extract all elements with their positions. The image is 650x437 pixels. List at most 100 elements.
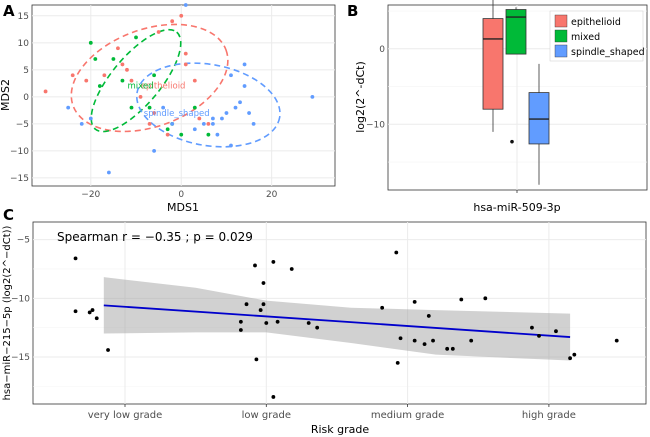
risk-point <box>253 263 257 268</box>
spearman-annotation: Spearman r = −0.35 ; p = 0.029 <box>57 230 253 244</box>
boxplot-panel: −10 0 epithelioid mixed spindle_shaped hs… <box>354 0 648 214</box>
mds-point-spindle_shaped <box>106 170 111 175</box>
mds-x-tick-label: −20 <box>81 190 100 200</box>
mds-group-label-epithelioid: epithelioid <box>141 82 186 92</box>
mds-group-label-spindle: spindle_shaped <box>144 109 210 119</box>
mds-point-spindle_shaped <box>242 62 247 67</box>
mds-point-spindle_shaped <box>215 132 220 137</box>
mds-point-mixed <box>192 105 197 110</box>
boxplot-y-axis-title: log2(2^-dCt) <box>354 61 367 133</box>
mds-point-spindle_shaped <box>233 105 238 110</box>
risk-point <box>537 333 541 338</box>
mds-point-mixed <box>147 105 152 110</box>
risk-point <box>261 302 266 307</box>
risk-point <box>554 329 558 334</box>
mds-point-epithelioid <box>125 67 129 72</box>
mds-point-mixed <box>134 35 138 40</box>
mds-ellipse-spindle_shaped <box>135 62 281 148</box>
mds-point-epithelioid <box>156 30 161 34</box>
risk-point <box>395 361 400 365</box>
mds-point-epithelioid <box>183 51 188 56</box>
risk-point <box>254 357 259 362</box>
risk-point <box>261 281 266 285</box>
mds-x-tick-label: 20 <box>266 190 278 200</box>
risk-point <box>275 319 280 324</box>
risk-point <box>73 309 78 314</box>
mds-point-mixed <box>97 84 102 88</box>
boxplot-y-tick-label: −10 <box>366 120 385 130</box>
box-epithelioid <box>482 18 504 110</box>
mds-y-tick-label: 5 <box>23 66 29 76</box>
mds-point-epithelioid <box>129 78 134 83</box>
risk-y-axis-title: hsa−miR−215−5p (log2(2^−dCt)) <box>2 225 13 400</box>
mds-ellipse-mixed <box>90 28 182 133</box>
mds-point-spindle_shaped <box>310 94 315 99</box>
risk-point <box>412 338 417 343</box>
legend-label-spindle: spindle_shaped <box>571 47 645 58</box>
mds-point-epithelioid <box>43 89 48 94</box>
box-spindle_shaped <box>528 92 550 145</box>
mds-point-spindle_shaped <box>66 105 71 110</box>
risk-point <box>469 338 474 343</box>
legend-label-epithelioid: epithelioid <box>571 17 621 28</box>
risk-point <box>315 325 320 330</box>
mds-point-epithelioid <box>197 116 202 121</box>
risk-point <box>264 321 269 325</box>
mds-point-spindle_shaped <box>152 148 157 153</box>
mds-x-tick-label: 0 <box>178 190 184 200</box>
risk-point <box>87 310 92 315</box>
mds-point-spindle_shaped <box>251 121 256 126</box>
risk-point <box>271 395 276 399</box>
risk-point <box>306 321 311 325</box>
mds-point-epithelioid <box>170 19 175 24</box>
boxplot-legend: epithelioid mixed spindle_shaped <box>549 10 645 62</box>
panel-label-c: C <box>3 206 14 224</box>
risk-point <box>412 299 417 304</box>
risk-fit-line <box>103 304 571 338</box>
risk-y-tick-label: −10 <box>11 294 30 304</box>
mds-point-epithelioid <box>70 73 75 78</box>
legend-swatch-mixed <box>554 29 568 43</box>
risk-point <box>94 316 99 321</box>
panel-label-a: A <box>3 2 15 20</box>
mds-ellipse-epithelioid <box>70 23 229 133</box>
mds-group-label-mixed: mixed <box>128 82 154 92</box>
mds-point-epithelioid <box>116 46 120 51</box>
mds-y-tick-label: −15 <box>10 174 29 184</box>
risk-point <box>289 267 294 271</box>
risk-point <box>238 319 243 324</box>
mds-point-mixed <box>93 57 98 61</box>
mds-y-tick-label: −5 <box>16 120 29 130</box>
mds-y-tick-label: −10 <box>10 147 29 157</box>
risk-point <box>106 348 110 352</box>
risk-point <box>422 342 427 347</box>
mds-plot-area <box>31 4 336 187</box>
risk-y-tick-label: −5 <box>17 236 30 246</box>
panel-label-b: B <box>347 2 358 20</box>
mds-point-epithelioid <box>120 62 125 67</box>
risk-point <box>568 356 572 361</box>
mds-point-spindle_shaped <box>192 127 197 132</box>
boxplot-x-axis-title: hsa-miR-509-3p <box>473 201 560 214</box>
risk-point <box>445 346 450 351</box>
mds-y-tick-label: 0 <box>23 93 29 103</box>
mds-point-spindle_shaped <box>79 121 84 126</box>
mds-point-spindle_shaped <box>242 84 247 88</box>
mds-point-epithelioid <box>192 78 197 83</box>
mds-y-tick-label: 10 <box>18 39 30 49</box>
mds-point-mixed <box>120 78 125 83</box>
mds-point-epithelioid <box>138 94 143 99</box>
mds-point-epithelioid <box>147 121 152 126</box>
mds-y-axis-title: MDS2 <box>0 79 12 111</box>
risk-point <box>398 336 403 341</box>
mds-point-mixed <box>152 73 157 78</box>
risk-x-axis-title: Risk grade <box>311 423 370 436</box>
mds-point-spindle_shaped <box>201 121 206 126</box>
risk-x-tick-label: medium grade <box>371 410 444 421</box>
mds-point-mixed <box>88 40 93 45</box>
mds-point-spindle_shaped <box>210 116 215 121</box>
mds-point-spindle_shaped <box>170 121 175 126</box>
mds-point-spindle_shaped <box>220 116 224 121</box>
risk-point <box>394 250 399 255</box>
